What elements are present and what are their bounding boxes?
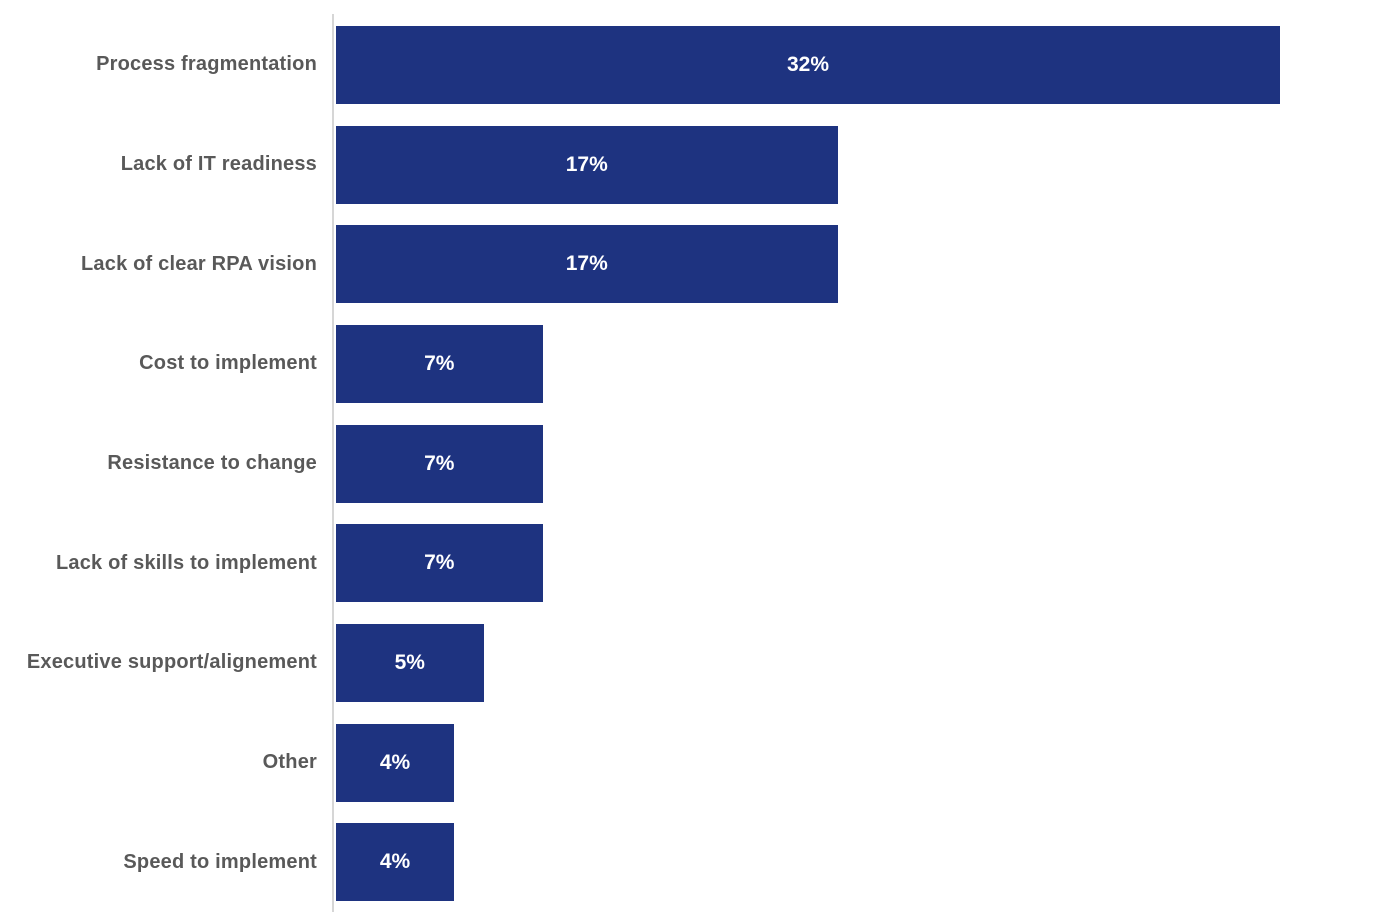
bar: 7% — [336, 524, 543, 603]
bar: 17% — [336, 225, 838, 304]
chart-row: Cost to implement 7% — [0, 314, 1376, 414]
category-label: Other — [262, 751, 317, 774]
bar-value-label: 4% — [379, 850, 411, 874]
bar-value-label: 5% — [394, 650, 425, 674]
bar-value-label: 7% — [424, 551, 455, 575]
bar-value-label: 17% — [565, 152, 608, 176]
bar: 7% — [336, 424, 543, 503]
bar-area: 17% — [336, 125, 1376, 204]
category-label: Speed to implement — [123, 850, 317, 873]
chart-row: Lack of IT readiness 17% — [0, 115, 1376, 215]
bar: 5% — [336, 623, 484, 702]
chart-row: Lack of skills to implement 7% — [0, 513, 1376, 613]
bar-area: 7% — [336, 524, 1376, 603]
chart-rows: Process fragmentation 32% Lack of IT rea… — [0, 15, 1376, 912]
bar-area: 7% — [336, 424, 1376, 503]
bar-area: 7% — [336, 324, 1376, 403]
bar: 4% — [336, 723, 454, 802]
bar-area: 4% — [336, 723, 1376, 802]
category-label: Lack of clear RPA vision — [81, 252, 317, 275]
bar: 7% — [336, 324, 543, 403]
category-label: Resistance to change — [107, 452, 317, 475]
bar-value-label: 4% — [379, 750, 411, 774]
bar-area: 4% — [336, 823, 1376, 902]
category-label: Executive support/alignement — [26, 651, 317, 674]
category-label: Lack of IT readiness — [120, 153, 317, 176]
category-label: Process fragmentation — [96, 53, 317, 76]
bar-area: 32% — [336, 25, 1376, 104]
chart-row: Process fragmentation 32% — [0, 15, 1376, 115]
bar-value-label: 17% — [565, 252, 608, 276]
bar-value-label: 32% — [786, 52, 830, 76]
y-axis-line — [332, 14, 334, 912]
chart-row: Other 4% — [0, 713, 1376, 813]
bar: 17% — [336, 125, 838, 204]
category-label: Cost to implement — [139, 352, 317, 375]
bar: 4% — [336, 823, 454, 902]
chart-row: Resistance to change 7% — [0, 414, 1376, 514]
bar: 32% — [336, 25, 1280, 104]
bar-value-label: 7% — [424, 451, 455, 475]
chart-row: Speed to implement 4% — [0, 813, 1376, 913]
bar-area: 17% — [336, 225, 1376, 304]
category-label: Lack of skills to implement — [55, 551, 317, 574]
chart-row: Lack of clear RPA vision 17% — [0, 214, 1376, 314]
bar-value-label: 7% — [424, 351, 455, 375]
bar-area: 5% — [336, 623, 1376, 702]
chart-row: Executive support/alignement 5% — [0, 613, 1376, 713]
